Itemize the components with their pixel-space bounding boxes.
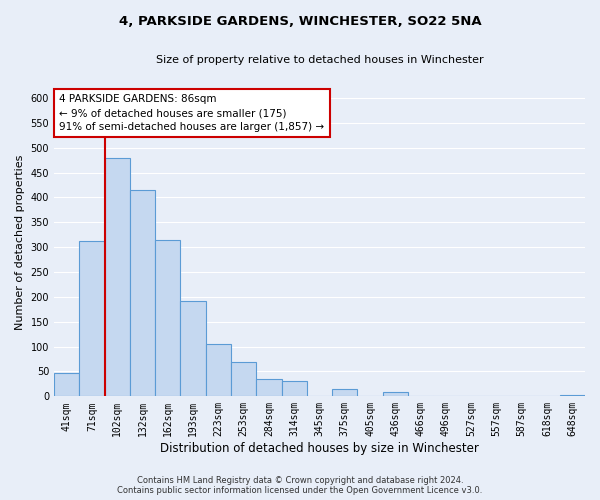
Y-axis label: Number of detached properties: Number of detached properties (15, 154, 25, 330)
Text: 4 PARKSIDE GARDENS: 86sqm
← 9% of detached houses are smaller (175)
91% of semi-: 4 PARKSIDE GARDENS: 86sqm ← 9% of detach… (59, 94, 325, 132)
Bar (130, 190, 155, 396)
Bar (231, 362, 256, 396)
Text: Contains HM Land Registry data © Crown copyright and database right 2024.
Contai: Contains HM Land Registry data © Crown c… (118, 476, 482, 495)
Bar (181, 301, 206, 396)
Bar (155, 240, 181, 396)
X-axis label: Distribution of detached houses by size in Winchester: Distribution of detached houses by size … (160, 442, 479, 455)
Bar (206, 344, 231, 397)
Title: Size of property relative to detached houses in Winchester: Size of property relative to detached ho… (156, 55, 484, 65)
Bar (104, 158, 130, 396)
Bar (79, 241, 104, 396)
Text: 4, PARKSIDE GARDENS, WINCHESTER, SO22 5NA: 4, PARKSIDE GARDENS, WINCHESTER, SO22 5N… (119, 15, 481, 28)
Bar (256, 379, 281, 396)
Bar (281, 382, 307, 396)
Bar (383, 392, 408, 396)
Bar (332, 389, 358, 396)
Bar (54, 373, 79, 396)
